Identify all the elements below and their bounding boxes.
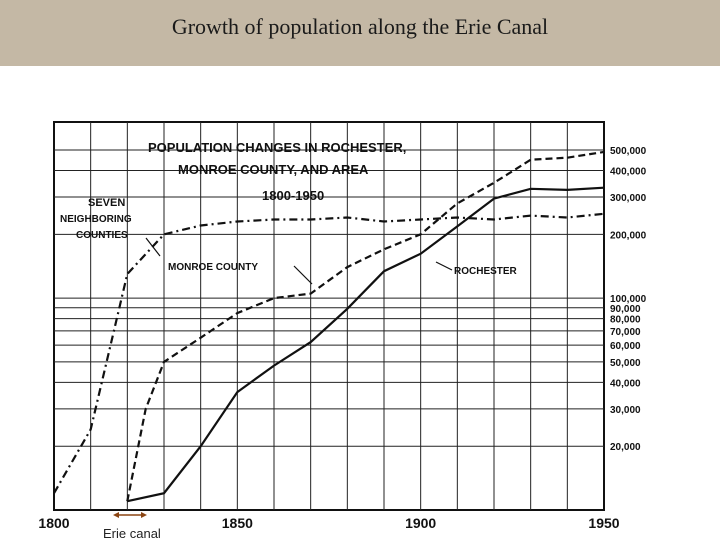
y-tick-label-80000: 80,000 [610, 315, 641, 326]
y-tick-labels: 20,000 30,000 40,000 50,000 60,000 70,00080,0… [610, 146, 647, 453]
annotation-rochester: ROCHESTER [454, 266, 518, 277]
y-tick-label-90000: 90,000 [610, 304, 641, 315]
annotation-leader-monroe [293, 265, 313, 285]
y-tick-label-500000: 500,000 [610, 146, 647, 157]
erie-canal-caption: Erie canal [103, 526, 161, 541]
y-tick-label-400000: 400,000 [610, 167, 647, 178]
x-tick-label-1950: 1950 [588, 515, 619, 531]
y-tick-label-40000: 40,000 [610, 378, 641, 389]
annotation-seven-3: COUNTIES [76, 230, 128, 241]
series-line-seven-neighboring-counties [53, 212, 605, 494]
y-tick-label-30000: 30,000 [610, 405, 641, 416]
annotation-leader-rochester [435, 261, 453, 271]
chart-title-line1: POPULATION CHANGES IN ROCHESTER, [148, 140, 406, 155]
slide-title: Growth of population along the Erie Cana… [171, 14, 549, 39]
series-lines [53, 150, 605, 503]
x-tick-label-1850: 1850 [222, 515, 253, 531]
annotation-seven-2: NEIGHBORING [60, 214, 132, 225]
series-annotations: SEVEN NEIGHBORING COUNTIES MONROE COUNTY… [60, 197, 518, 285]
y-tick-label-100000: 100,000 [610, 294, 647, 305]
y-tick-label-50000: 50,000 [610, 358, 641, 369]
chart-subtitle: 1800-1950 [262, 188, 324, 203]
y-tick-label-70000: 70,000 [610, 327, 641, 338]
annotation-monroe: MONROE COUNTY [168, 262, 258, 273]
series-line-monroe-county [126, 150, 605, 502]
slide-header: Growth of population along the Erie Cana… [0, 0, 720, 66]
population-chart: 20,000 30,000 40,000 50,000 60,000 70,00080,0… [38, 121, 647, 531]
series-line-rochester [127, 186, 605, 503]
plot-frame [53, 121, 605, 511]
y-tick-label-300000: 300,000 [610, 193, 647, 204]
x-tick-label-1800: 1800 [38, 515, 69, 531]
annotation-leader-seven [145, 237, 161, 257]
chart-title-line2: MONROE COUNTY, AND AREA [178, 162, 369, 177]
y-tick-label-200000: 200,000 [610, 230, 647, 241]
x-tick-labels: 1800 1850 1900 1950 [38, 515, 619, 531]
x-tick-label-1900: 1900 [405, 515, 436, 531]
y-tick-label-20000: 20,000 [610, 442, 641, 453]
canal-arrow-right-head [141, 512, 147, 518]
y-tick-label-60000: 60,000 [610, 341, 641, 352]
canal-arrow-left-head [113, 512, 119, 518]
annotation-seven-1: SEVEN [88, 197, 125, 209]
grid-lines [54, 122, 604, 510]
